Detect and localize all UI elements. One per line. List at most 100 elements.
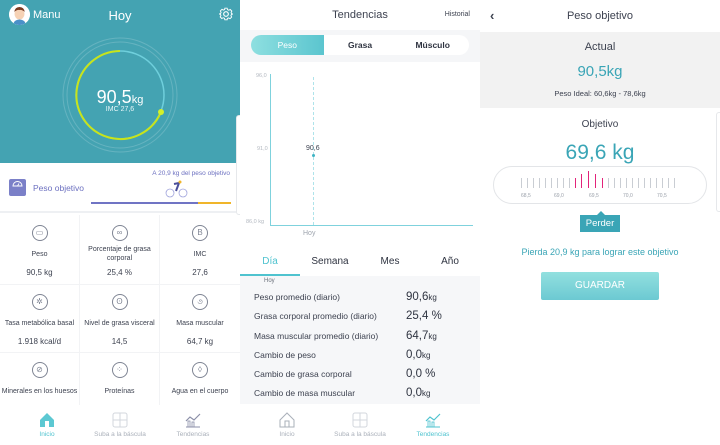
tab-semana[interactable]: Semana xyxy=(311,256,349,267)
protein-icon: ⁘ xyxy=(111,362,128,378)
stat-row: Cambio de peso 0,0kg xyxy=(254,349,431,361)
actual-value: 90,5kg xyxy=(577,63,623,80)
trends-screen: Tendencias Historial Peso Grasa Músculo … xyxy=(240,0,480,445)
home-icon xyxy=(40,413,54,427)
tab-ano[interactable]: Año xyxy=(441,256,459,267)
metric-value: 90,5 kg xyxy=(26,268,53,277)
bottom-tab-bar: Inicio Suba a la báscula Tendencias xyxy=(240,405,480,445)
metric-muscle-mass[interactable]: ૭ Masa muscular 64,7 kg xyxy=(160,285,240,353)
y-tick: 91,0 xyxy=(257,146,268,152)
weight-hero: Manu Hoy 90,5kg IMC 27,6 xyxy=(0,0,240,163)
page-title: Tendencias xyxy=(332,9,388,21)
home-icon xyxy=(279,412,295,428)
metric-label: Nivel de grasa visceral xyxy=(84,319,155,327)
metric-bone-minerals[interactable]: ⊘ Minerales en los huesos xyxy=(0,353,80,405)
imc-text: IMC 27,6 xyxy=(105,106,135,113)
avatar[interactable] xyxy=(9,4,30,25)
trends-icon xyxy=(185,413,201,428)
scale-icon: ▭ xyxy=(31,225,48,241)
data-point[interactable] xyxy=(312,154,315,157)
target-weight-screen: ‹ Peso objetivo Actual 90,5kg Peso Ideal… xyxy=(480,0,720,445)
ruler-label: 70,5 xyxy=(657,193,667,199)
history-link[interactable]: Historial xyxy=(444,11,470,18)
page-title: Peso objetivo xyxy=(566,10,634,22)
ruler-label: 69,5 xyxy=(589,193,599,199)
metric-label: Peso xyxy=(31,250,48,258)
stat-row: Masa muscular promedio (diario) 64,7kg xyxy=(254,330,437,342)
chevron-left-icon[interactable]: ‹ xyxy=(490,8,495,23)
page-title: Hoy xyxy=(108,8,132,23)
save-button[interactable]: GUARDAR xyxy=(541,272,659,300)
weight-value: 90,5 xyxy=(96,87,132,107)
stat-row: Cambio de masa muscular 0,0kg xyxy=(254,387,431,399)
tab-dia[interactable]: Día xyxy=(240,248,300,276)
goal-hint: Pierda 20,9 kg para lograr este objetivo xyxy=(521,247,679,257)
stat-row: Peso promedio (diario) 90,6kg xyxy=(254,291,437,303)
goal-card[interactable]: Peso objetivo A 20,9 kg del peso objetiv… xyxy=(0,163,236,213)
tab-inicio[interactable]: Inicio xyxy=(7,412,87,438)
metric-imc[interactable]: B IMC 27,6 xyxy=(160,215,240,285)
segment-bar: Peso Grasa Músculo xyxy=(240,30,480,62)
current-weight: 90,5kg xyxy=(0,87,240,108)
trends-header: Tendencias Historial xyxy=(240,0,480,30)
tab-mes[interactable]: Mes xyxy=(380,256,400,267)
segmented-control: Peso Grasa Músculo xyxy=(251,35,469,55)
metric-value: 25,4 % xyxy=(107,268,132,277)
visceral-fat-icon: ʘ xyxy=(111,294,128,310)
actual-label: Actual xyxy=(584,41,616,53)
tab-tendencias[interactable]: Tendencias xyxy=(153,412,233,438)
weight-unit: kg xyxy=(131,94,144,106)
objective-label: Objetivo xyxy=(581,119,619,130)
water-icon: ◊ xyxy=(192,362,208,378)
tab-suba-bascula[interactable]: Suba a la báscula xyxy=(80,412,160,438)
metric-weight[interactable]: ▭ Peso 90,5 kg xyxy=(0,215,80,285)
y-tick: 86,0 kg xyxy=(246,219,265,225)
period-tabs: Día Semana Mes Año xyxy=(240,248,480,276)
metric-label: Proteínas xyxy=(104,387,135,395)
metric-value: 27,6 xyxy=(192,268,208,277)
cyclist-icon xyxy=(165,180,188,198)
x-axis xyxy=(270,225,473,226)
period-caption: Hoy xyxy=(264,278,275,284)
segment-peso[interactable]: Peso xyxy=(251,35,324,55)
weight-ruler-slider[interactable]: 68,5 69,0 69,5 70,0 70,5 xyxy=(493,166,707,204)
scale-grid-icon xyxy=(352,412,368,428)
metric-body-water[interactable]: ◊ Agua en el cuerpo xyxy=(160,353,240,405)
ruler-label: 68,5 xyxy=(521,193,531,199)
scale-icon xyxy=(9,179,26,196)
tab-inicio[interactable]: Inicio xyxy=(247,412,327,438)
metric-label: Agua en el cuerpo xyxy=(171,387,229,395)
metrics-grid: ▭ Peso 90,5 kg ∞ Porcentaje de grasa cor… xyxy=(0,215,240,405)
segment-grasa[interactable]: Grasa xyxy=(347,40,373,50)
tab-tendencias[interactable]: Tendencias xyxy=(393,412,473,438)
metric-body-fat[interactable]: ∞ Porcentaje de grasa corporal 25,4 % xyxy=(80,215,160,285)
stats-list: Hoy Peso promedio (diario) 90,6kg Grasa c… xyxy=(240,276,480,404)
metric-label: IMC xyxy=(193,250,207,258)
segment-musculo[interactable]: Músculo xyxy=(415,40,450,50)
user-name[interactable]: Manu xyxy=(33,9,61,21)
goal-label: Peso objetivo xyxy=(33,183,85,193)
metabolism-icon: ✲ xyxy=(31,294,48,310)
y-tick: 96,0 xyxy=(256,73,267,79)
metric-label: Porcentaje de grasa corporal xyxy=(88,246,151,262)
metric-visceral-fat[interactable]: ʘ Nivel de grasa visceral 14,5 xyxy=(80,285,160,353)
metric-label: Masa muscular xyxy=(176,319,224,327)
edge-card xyxy=(716,112,720,212)
bottom-tab-bar: Inicio Suba a la báscula Tendencias xyxy=(0,405,240,445)
weight-trend-chart: 96,0 91,0 86,0 kg 90,6 Hoy xyxy=(240,62,480,245)
fat-icon: ∞ xyxy=(111,225,128,241)
muscle-icon: ૭ xyxy=(192,294,208,310)
mode-badge: Perder xyxy=(580,211,620,232)
metric-protein[interactable]: ⁘ Proteínas xyxy=(80,353,160,405)
tab-suba-bascula[interactable]: Suba a la báscula xyxy=(320,412,400,438)
stat-row: Cambio de grasa corporal 0,0 % xyxy=(254,368,436,380)
gear-icon[interactable] xyxy=(219,7,233,21)
scale-grid-icon xyxy=(112,412,128,428)
metric-bmr[interactable]: ✲ Tasa metabólica basal 1.918 kcal/d xyxy=(0,285,80,353)
goal-progress-bar xyxy=(91,202,231,204)
ruler-label: 70,0 xyxy=(623,193,633,199)
y-axis xyxy=(270,74,271,226)
objective-value: 69,6 kg xyxy=(565,141,635,164)
ruler-label: 69,0 xyxy=(554,193,564,199)
metric-value: 14,5 xyxy=(111,337,128,346)
